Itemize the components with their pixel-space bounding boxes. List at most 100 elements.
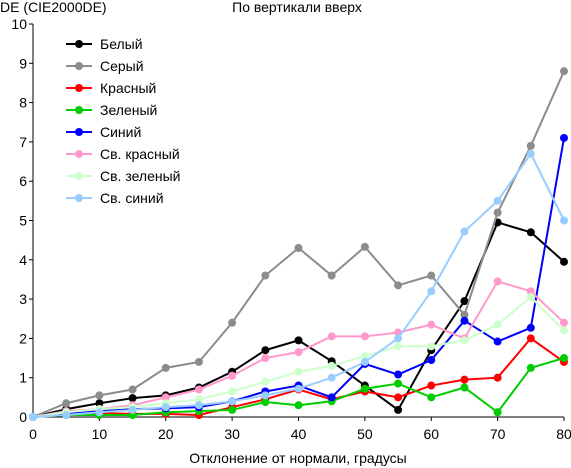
data-point (526, 293, 535, 302)
data-point (526, 149, 535, 158)
data-point (261, 377, 270, 386)
data-point (493, 337, 502, 346)
data-point (560, 216, 568, 225)
legend-marker (75, 62, 83, 70)
data-point (327, 271, 336, 280)
legend-label: Серый (100, 58, 144, 74)
data-point (427, 356, 436, 365)
data-point (427, 287, 436, 296)
data-point (194, 401, 203, 410)
data-point (526, 228, 535, 237)
data-point (128, 385, 137, 394)
data-point (360, 384, 369, 393)
data-point (128, 394, 137, 403)
data-point (493, 277, 502, 286)
legend-marker (75, 194, 83, 202)
x-tick-label: 30 (224, 426, 240, 442)
legend-marker (75, 40, 83, 48)
data-point (228, 371, 237, 380)
legend-label: Св. синий (100, 190, 164, 206)
y-tick-label: 4 (19, 252, 27, 268)
data-point (493, 196, 502, 205)
legend-marker (75, 172, 83, 180)
data-point (493, 408, 502, 417)
legend-marker (75, 106, 83, 114)
data-point (460, 375, 469, 384)
data-point (526, 323, 535, 332)
data-point (194, 395, 203, 404)
data-point (95, 391, 104, 400)
data-point (261, 346, 270, 355)
data-point (394, 405, 403, 414)
legend-marker (75, 128, 83, 136)
data-point (95, 408, 104, 417)
legend-label: Зеленый (100, 102, 157, 118)
data-point (526, 141, 535, 150)
data-point (460, 297, 469, 306)
data-point (360, 242, 369, 251)
y-tick-label: 5 (19, 213, 27, 229)
x-tick-label: 0 (29, 426, 37, 442)
data-point (394, 393, 403, 402)
data-point (560, 67, 568, 76)
data-point (294, 367, 303, 376)
data-point (394, 370, 403, 379)
data-point (194, 385, 203, 394)
data-point (194, 357, 203, 366)
data-point (294, 348, 303, 357)
data-point (526, 287, 535, 296)
data-point (560, 318, 568, 327)
data-point (294, 244, 303, 253)
data-point (493, 373, 502, 382)
data-point (394, 379, 403, 388)
data-point (360, 357, 369, 366)
chart-title: По вертикали вверх (232, 0, 362, 15)
data-point (560, 257, 568, 266)
y-tick-label: 8 (19, 95, 27, 111)
y-tick-label: 7 (19, 134, 27, 150)
x-axis-title: Отклонение от нормали, градусы (189, 450, 406, 466)
data-point (161, 403, 170, 412)
y-tick-label: 3 (19, 291, 27, 307)
legend-marker (75, 150, 83, 158)
data-point (161, 363, 170, 372)
data-point (427, 342, 436, 351)
axes: 0 1 2 3 4 5 6 7 8 9 10 0 10 20 30 40 50 60 70 80 (11, 16, 571, 442)
data-point (294, 384, 303, 393)
data-point (327, 393, 336, 402)
data-point (161, 393, 170, 402)
data-point (427, 271, 436, 280)
legend: Белый Серый Красный Зеленый Синий Св. красный… (66, 36, 180, 206)
data-point (228, 397, 237, 406)
legend-label: Красный (100, 80, 156, 96)
data-point (228, 405, 237, 414)
data-point (460, 383, 469, 392)
data-point (62, 399, 71, 408)
plot-area (29, 67, 568, 421)
data-point (560, 354, 568, 363)
data-point (493, 208, 502, 217)
y-axis-title: DE (CIE2000DE) (0, 0, 107, 15)
y-tick-label: 2 (19, 330, 27, 346)
y-tick-label: 6 (19, 173, 27, 189)
data-point (62, 411, 71, 420)
y-tick-label: 10 (11, 16, 27, 32)
legend-label: Синий (100, 124, 141, 140)
x-tick-label: 70 (490, 426, 506, 442)
data-point (128, 405, 137, 414)
data-point (294, 401, 303, 410)
legend-label: Св. зеленый (100, 168, 180, 184)
data-point (327, 361, 336, 370)
data-point (560, 133, 568, 142)
data-point (460, 336, 469, 345)
y-tick-label: 9 (19, 55, 27, 71)
legend-label: Белый (100, 36, 143, 52)
data-point (493, 320, 502, 329)
data-point (95, 399, 104, 408)
data-point (228, 387, 237, 396)
x-tick-label: 40 (291, 426, 307, 442)
x-tick-label: 50 (357, 426, 373, 442)
data-point (460, 227, 469, 236)
data-point (327, 373, 336, 382)
